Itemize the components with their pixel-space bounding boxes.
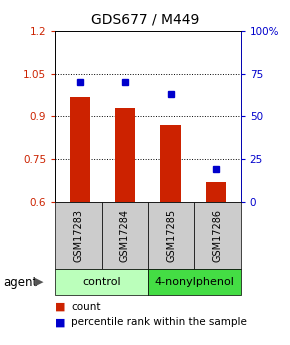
Text: GSM17285: GSM17285	[166, 209, 176, 262]
Bar	[70, 97, 90, 202]
Text: 4-nonylphenol: 4-nonylphenol	[154, 277, 234, 287]
Text: agent: agent	[3, 276, 37, 288]
Bar	[160, 125, 181, 202]
Text: percentile rank within the sample: percentile rank within the sample	[71, 317, 247, 327]
Text: GSM17286: GSM17286	[213, 209, 222, 262]
Text: GSM17283: GSM17283	[73, 209, 83, 262]
Text: ▶: ▶	[35, 277, 44, 287]
Text: ■: ■	[55, 317, 66, 327]
Text: count: count	[71, 302, 101, 312]
Text: ■: ■	[55, 302, 66, 312]
Bar	[206, 182, 226, 202]
Text: GSM17284: GSM17284	[120, 209, 130, 262]
Text: GDS677 / M449: GDS677 / M449	[91, 12, 199, 26]
Bar	[115, 108, 135, 202]
Text: control: control	[82, 277, 121, 287]
